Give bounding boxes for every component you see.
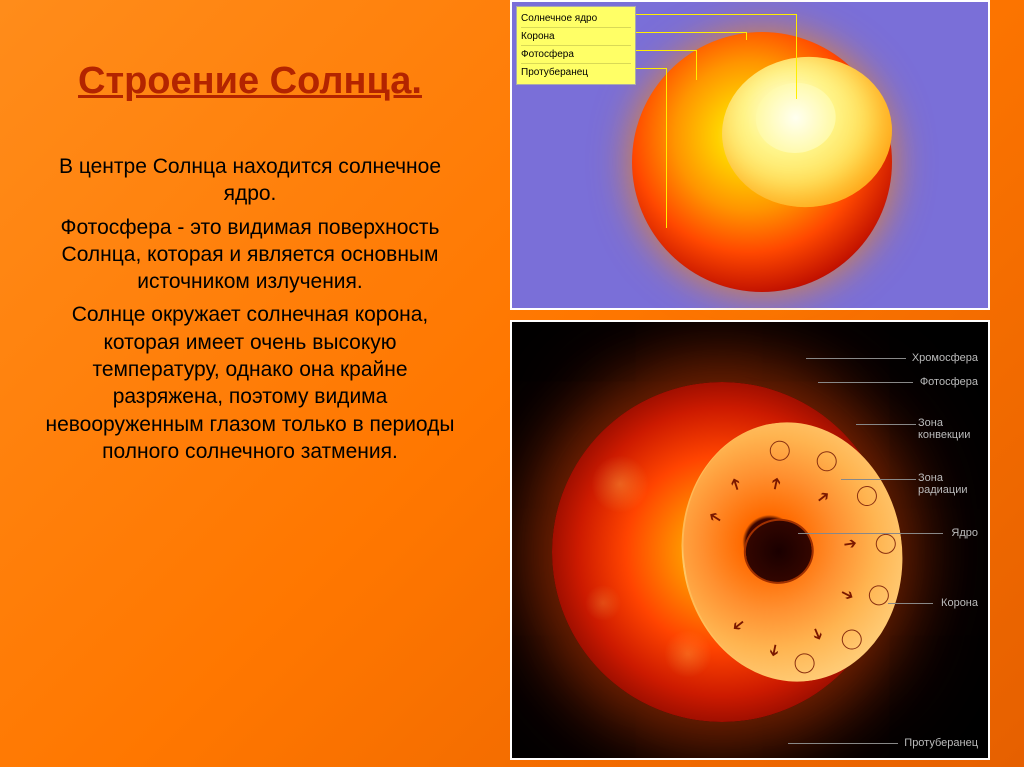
radiation-arrow-icon: ➔ xyxy=(806,624,830,644)
paragraph-2: Фотосфера - это видимая поверхность Солн… xyxy=(40,214,460,296)
label-radiation: Зона радиации xyxy=(918,472,978,496)
leader-line xyxy=(636,68,666,69)
convection-cell-icon xyxy=(874,533,897,556)
leader-line xyxy=(798,533,943,534)
radiation-arrow-icon: ➔ xyxy=(765,475,787,492)
leader-line xyxy=(636,32,746,33)
leader-line xyxy=(841,479,916,480)
label-chromosphere: Хромосфера xyxy=(912,352,978,364)
radiation-arrow-icon: ➔ xyxy=(724,475,747,494)
text-column: Строение Солнца. В центре Солнца находит… xyxy=(0,0,480,767)
leader-line xyxy=(666,68,667,228)
sun-body-bottom: ➔ ➔ ➔ ➔ ➔ ➔ ➔ ➔ ➔ xyxy=(552,382,892,722)
convection-cell-icon xyxy=(840,628,863,651)
diagram-column: Солнечное ядро Корона Фотосфера Протубер… xyxy=(480,0,1024,767)
slide-title: Строение Солнца. xyxy=(40,60,460,103)
body-text: В центре Солнца находится солнечное ядро… xyxy=(40,153,460,465)
radiation-arrow-icon: ➔ xyxy=(837,583,858,607)
radiation-arrow-icon: ➔ xyxy=(842,533,858,555)
convection-cell-icon xyxy=(868,584,891,607)
leader-line xyxy=(696,50,697,80)
radiation-arrow-icon: ➔ xyxy=(763,642,785,659)
leader-line xyxy=(636,14,796,15)
paragraph-1: В центре Солнца находится солнечное ядро… xyxy=(40,153,460,208)
legend-item-prominence: Протуберанец xyxy=(521,64,631,81)
leader-line xyxy=(788,743,898,744)
legend-box: Солнечное ядро Корона Фотосфера Протубер… xyxy=(516,6,636,85)
convection-cell-icon xyxy=(815,450,838,473)
convection-cell-icon xyxy=(793,652,816,675)
leader-line xyxy=(818,382,913,383)
convection-cell-icon xyxy=(856,485,879,508)
radiation-arrow-icon: ➔ xyxy=(704,505,726,529)
leader-line xyxy=(806,358,906,359)
radiation-arrow-icon: ➔ xyxy=(812,485,835,509)
label-photosphere: Фотосфера xyxy=(920,376,978,388)
sun-core-dark xyxy=(740,514,818,588)
legend-item-corona: Корона xyxy=(521,28,631,46)
legend-item-core: Солнечное ядро xyxy=(521,10,631,28)
sun-diagram-simple: Солнечное ядро Корона Фотосфера Протубер… xyxy=(510,0,990,310)
convection-cell-icon xyxy=(768,439,791,462)
leader-line xyxy=(796,14,797,99)
leader-line xyxy=(746,32,747,40)
paragraph-3: Солнце окружает солнечная корона, котора… xyxy=(40,301,460,465)
legend-item-photosphere: Фотосфера xyxy=(521,46,631,64)
label-core: Ядро xyxy=(951,527,978,539)
label-convection: Зона конвекции xyxy=(918,417,978,441)
radiation-arrow-icon: ➔ xyxy=(727,613,750,637)
sun-diagram-layers: ➔ ➔ ➔ ➔ ➔ ➔ ➔ ➔ ➔ xyxy=(510,320,990,760)
leader-line xyxy=(888,603,933,604)
slide: Строение Солнца. В центре Солнца находит… xyxy=(0,0,1024,767)
label-corona: Корона xyxy=(941,597,978,609)
leader-line xyxy=(636,50,696,51)
label-prominence: Протуберанец xyxy=(904,737,978,749)
leader-line xyxy=(856,424,916,425)
